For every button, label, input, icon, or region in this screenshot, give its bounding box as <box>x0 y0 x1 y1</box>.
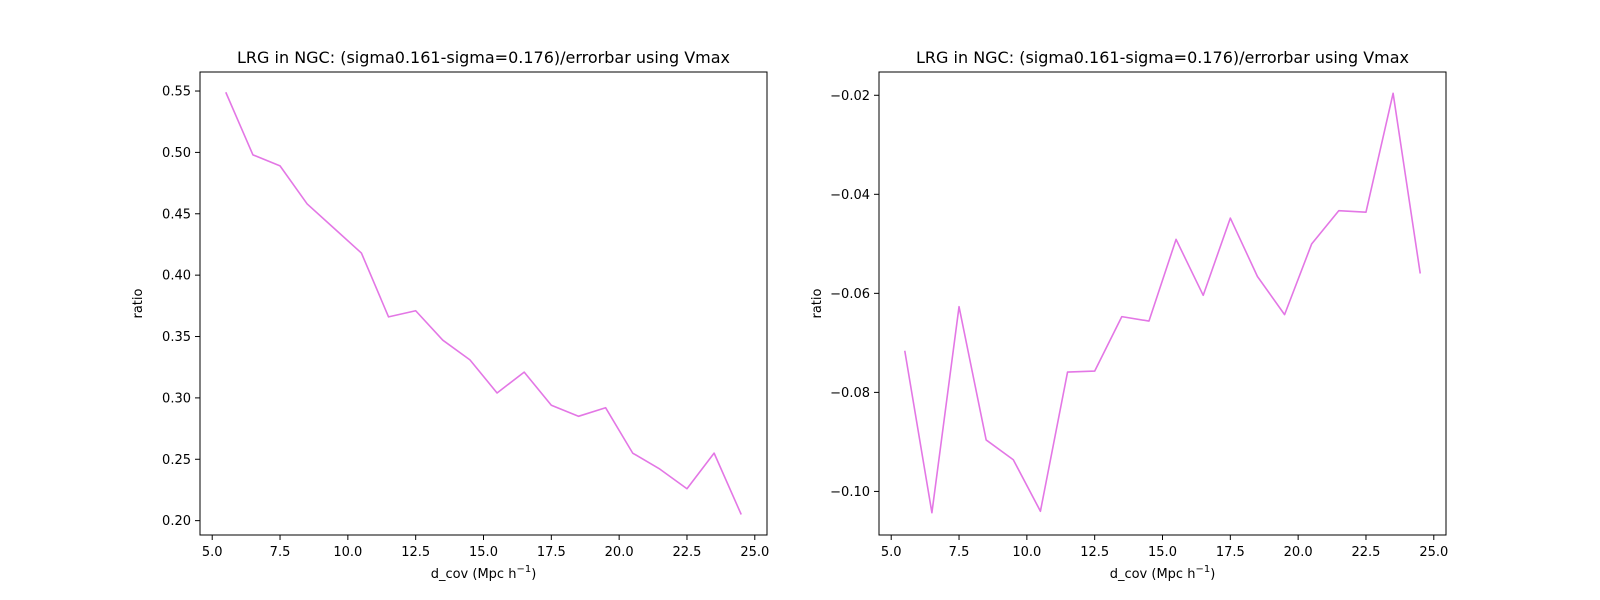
y-tick-label: −0.06 <box>830 287 870 302</box>
y-tick-label: 0.30 <box>162 391 191 406</box>
x-tick-label: 15.0 <box>469 545 498 560</box>
x-tick-label: 5.0 <box>881 545 902 560</box>
x-tick-label: 20.0 <box>1284 545 1313 560</box>
series-line-1 <box>903 92 1422 514</box>
chart-panel-2: LRG in NGC: (sigma0.161-sigma=0.176)/err… <box>810 48 1448 582</box>
y-tick-label: −0.02 <box>830 89 870 104</box>
x-axis-label: d_cov (Mpc h−1) <box>1110 564 1216 582</box>
y-tick-label: 0.50 <box>162 146 191 161</box>
chart-title: LRG in NGC: (sigma0.161-sigma=0.176)/err… <box>916 48 1409 67</box>
x-tick-label: 15.0 <box>1148 545 1177 560</box>
x-tick-label: 12.5 <box>1080 545 1109 560</box>
x-axis-label-suffix: ) <box>531 567 536 582</box>
y-axis-label: ratio <box>810 288 825 318</box>
y-tick-label: 0.55 <box>162 85 191 100</box>
x-tick-label: 7.5 <box>270 545 291 560</box>
y-tick-label: −0.10 <box>830 485 870 500</box>
y-axis-label: ratio <box>131 288 146 318</box>
chart-title: LRG in NGC: (sigma0.161-sigma=0.176)/err… <box>237 48 730 67</box>
x-tick-label: 25.0 <box>1419 545 1448 560</box>
y-tick-label: −0.08 <box>830 386 870 401</box>
x-axis-label-main: d_cov (Mpc h <box>1110 567 1196 582</box>
x-tick-label: 5.0 <box>202 545 223 560</box>
x-axis-label-suffix: ) <box>1210 567 1215 582</box>
x-tick-label: 20.0 <box>605 545 634 560</box>
x-tick-label: 22.5 <box>1351 545 1380 560</box>
y-tick-label: 0.25 <box>162 453 191 468</box>
y-tick-label: 0.20 <box>162 514 191 529</box>
series-line-1 <box>225 91 742 515</box>
y-tick-label: −0.04 <box>830 188 870 203</box>
chart-panel-1: LRG in NGC: (sigma0.161-sigma=0.176)/err… <box>131 48 769 582</box>
x-tick-label: 10.0 <box>333 545 362 560</box>
x-axis-label: d_cov (Mpc h−1) <box>431 564 537 582</box>
y-tick-label: 0.40 <box>162 269 191 284</box>
x-tick-label: 10.0 <box>1012 545 1041 560</box>
x-tick-label: 22.5 <box>672 545 701 560</box>
x-tick-label: 25.0 <box>740 545 769 560</box>
y-tick-label: 0.35 <box>162 330 191 345</box>
x-tick-label: 12.5 <box>401 545 430 560</box>
x-axis-label-superscript: −1 <box>1195 564 1210 575</box>
x-tick-label: 17.5 <box>537 545 566 560</box>
x-axis-label-main: d_cov (Mpc h <box>431 567 517 582</box>
x-axis-label-superscript: −1 <box>516 564 531 575</box>
x-tick-label: 17.5 <box>1216 545 1245 560</box>
x-tick-label: 7.5 <box>949 545 970 560</box>
y-tick-label: 0.45 <box>162 207 191 222</box>
